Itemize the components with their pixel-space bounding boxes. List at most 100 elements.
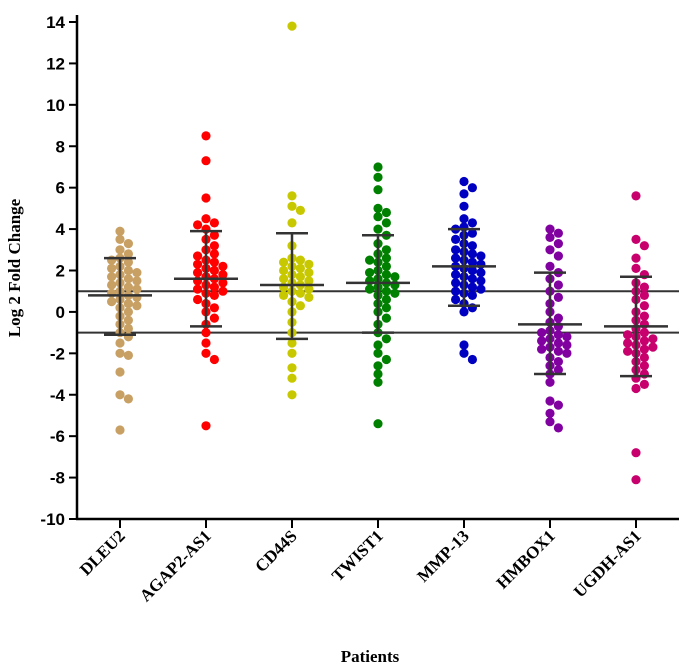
data-point bbox=[451, 286, 461, 296]
data-point bbox=[132, 268, 142, 278]
y-tick-label: 2 bbox=[56, 262, 65, 281]
error-bar-ugdh-as1 bbox=[604, 275, 668, 378]
data-point bbox=[201, 328, 211, 338]
data-point bbox=[373, 172, 383, 182]
data-point bbox=[373, 224, 383, 234]
x-tick-label: DLEU2 bbox=[76, 526, 129, 579]
data-point bbox=[648, 342, 658, 352]
data-point bbox=[193, 259, 203, 269]
x-tick-label: MMP-13 bbox=[413, 526, 472, 585]
data-point bbox=[132, 276, 142, 286]
data-point bbox=[107, 263, 117, 273]
data-point bbox=[553, 357, 564, 367]
data-point bbox=[287, 390, 297, 400]
data-point bbox=[553, 251, 564, 261]
data-point bbox=[467, 282, 477, 292]
data-point bbox=[562, 340, 572, 350]
data-point bbox=[209, 265, 219, 276]
data-point bbox=[218, 278, 228, 288]
y-axis-title: Log 2 Fold Change bbox=[5, 198, 24, 337]
data-point bbox=[115, 425, 125, 435]
data-point bbox=[631, 191, 641, 201]
data-point bbox=[545, 245, 555, 255]
y-tick-label: 6 bbox=[56, 179, 65, 198]
data-point bbox=[553, 400, 564, 410]
data-point bbox=[201, 131, 211, 141]
y-tick-label: -10 bbox=[40, 510, 65, 529]
data-point bbox=[201, 193, 211, 203]
data-point bbox=[287, 201, 297, 211]
data-point bbox=[218, 270, 228, 280]
data-point bbox=[553, 330, 564, 340]
data-point bbox=[295, 288, 305, 298]
data-point bbox=[209, 290, 219, 300]
error-bar-cd44s bbox=[260, 231, 324, 341]
data-point bbox=[279, 290, 289, 300]
data-point bbox=[476, 284, 486, 294]
error-bar-twist1 bbox=[346, 234, 410, 334]
data-point bbox=[545, 261, 555, 271]
data-point bbox=[365, 268, 375, 278]
data-point bbox=[209, 230, 219, 240]
data-point bbox=[373, 419, 383, 429]
data-point bbox=[279, 274, 289, 284]
data-point bbox=[193, 220, 203, 230]
y-tick-label: 14 bbox=[46, 13, 65, 32]
data-point bbox=[639, 282, 650, 292]
data-point bbox=[467, 265, 477, 276]
data-point bbox=[123, 394, 133, 404]
data-point bbox=[381, 294, 391, 305]
data-point bbox=[459, 340, 469, 350]
data-point bbox=[545, 408, 555, 418]
data-point bbox=[287, 191, 297, 201]
x-tick-label: HMBOX1 bbox=[493, 526, 559, 592]
data-point bbox=[459, 214, 469, 224]
data-point bbox=[373, 348, 383, 358]
data-point bbox=[123, 239, 133, 249]
data-point bbox=[132, 301, 142, 311]
data-point bbox=[287, 348, 297, 358]
data-point bbox=[123, 323, 133, 334]
series-hmbox1 bbox=[537, 224, 572, 433]
data-point bbox=[381, 261, 391, 271]
error-bar-hmbox1 bbox=[518, 271, 582, 376]
data-point bbox=[295, 301, 305, 311]
data-point bbox=[553, 228, 564, 238]
data-point bbox=[545, 417, 555, 427]
data-point bbox=[476, 268, 486, 278]
data-point bbox=[639, 336, 650, 346]
data-point bbox=[373, 361, 383, 371]
data-point bbox=[476, 251, 486, 261]
data-point bbox=[562, 348, 572, 358]
data-point bbox=[467, 354, 477, 365]
data-point bbox=[115, 245, 125, 255]
data-point bbox=[631, 263, 641, 273]
data-point bbox=[562, 332, 572, 342]
data-point bbox=[381, 303, 391, 313]
data-point bbox=[373, 185, 383, 195]
data-point bbox=[115, 338, 125, 348]
data-point bbox=[107, 280, 117, 290]
data-point bbox=[115, 390, 125, 400]
error-bar-dleu2 bbox=[88, 256, 152, 336]
data-point bbox=[193, 294, 203, 305]
data-point bbox=[553, 239, 564, 249]
series-twist1 bbox=[365, 162, 400, 429]
x-tick-label: UGDH-AS1 bbox=[570, 526, 645, 601]
data-point bbox=[639, 311, 650, 321]
data-point bbox=[304, 276, 314, 286]
data-point bbox=[451, 234, 461, 244]
data-point bbox=[123, 299, 133, 309]
y-tick-label: 10 bbox=[46, 96, 65, 115]
data-point bbox=[545, 232, 555, 242]
data-point bbox=[115, 367, 125, 377]
data-point bbox=[467, 218, 477, 228]
data-point bbox=[381, 245, 391, 255]
data-point bbox=[451, 245, 461, 255]
data-point bbox=[639, 344, 650, 354]
data-point bbox=[365, 284, 375, 294]
data-point bbox=[201, 214, 211, 224]
series-mmp-13 bbox=[451, 176, 486, 365]
data-point bbox=[123, 265, 133, 276]
data-point bbox=[287, 338, 297, 348]
